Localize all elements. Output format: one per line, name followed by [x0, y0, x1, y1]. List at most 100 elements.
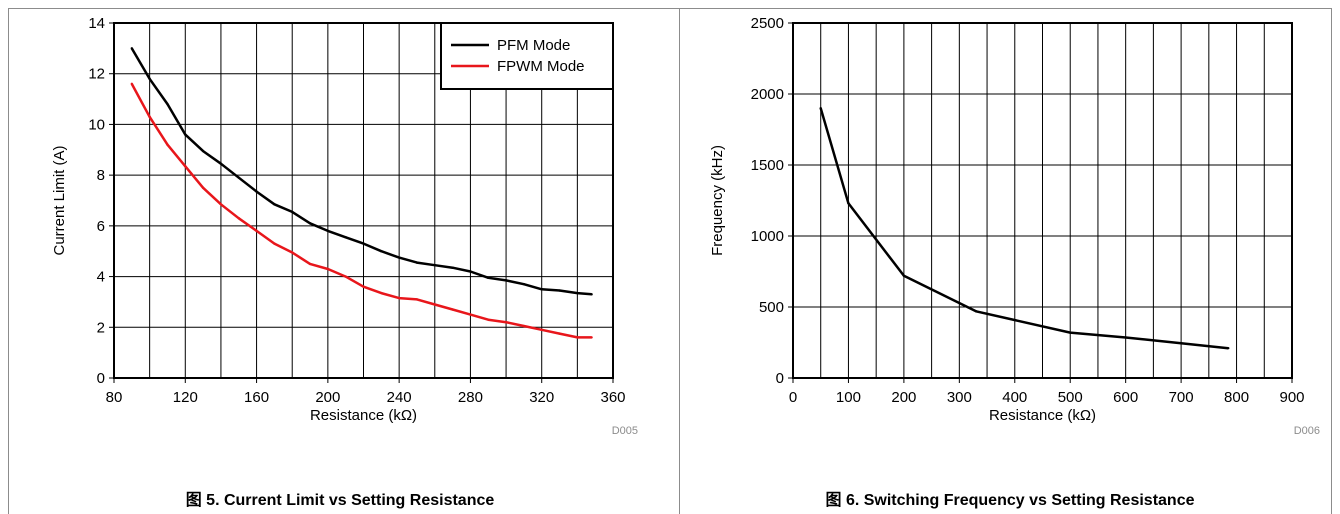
y-tick-label: 500	[759, 299, 784, 316]
x-tick-label: 400	[1002, 389, 1027, 406]
data-point	[291, 210, 294, 214]
data-point	[415, 298, 419, 301]
panel-left-top-border	[8, 8, 679, 9]
current-limit-chart: 80 120 160 200 240 280 320 360 0 2 4 6 8 10 12 14 Resist…	[51, 15, 638, 437]
data-point	[558, 289, 561, 292]
data-point	[344, 275, 347, 278]
x-tick-label: 320	[529, 389, 554, 406]
legend-box	[440, 22, 614, 90]
data-point	[451, 308, 454, 311]
data-point	[902, 274, 906, 277]
data-point	[1069, 331, 1072, 334]
plot-frame	[113, 22, 614, 379]
data-point	[255, 190, 258, 193]
data-point	[590, 336, 593, 339]
data-point	[255, 229, 258, 233]
data-point	[130, 47, 134, 50]
x-tick-label: 800	[1224, 389, 1249, 406]
chart-panel-switching-frequency: 0 100 200 300 400 500 600 700 800 900 0 500 1000 1500…	[680, 0, 1340, 514]
x-tick-label: 280	[458, 389, 483, 406]
data-point	[291, 251, 294, 254]
data-point	[326, 267, 330, 271]
data-point	[487, 318, 490, 321]
figure-caption-5: 图 5. Current Limit vs Setting Resistance	[185, 492, 495, 509]
data-point	[219, 203, 223, 206]
data-point	[590, 293, 593, 296]
data-point	[415, 261, 419, 264]
data-point	[326, 229, 330, 233]
data-point	[433, 303, 436, 306]
y-tick-label: 14	[88, 15, 105, 32]
y-tick-label: 2500	[751, 15, 784, 32]
data-point	[469, 270, 472, 273]
x-tick-label: 160	[244, 389, 269, 406]
data-point	[451, 266, 454, 269]
data-point	[148, 115, 151, 119]
y-tick-label: 6	[97, 218, 105, 235]
x-tick-label: 240	[387, 389, 412, 406]
x-tick-label: 200	[891, 389, 916, 406]
data-point	[362, 242, 365, 245]
x-tick-label: 200	[315, 389, 340, 406]
chart-panel-current-limit: 80 120 160 200 240 280 320 360 0 2 4 6 8 10 12 14 Resist…	[8, 8, 679, 514]
data-point	[273, 203, 276, 206]
figure-code: D006	[1294, 425, 1320, 437]
data-point	[130, 82, 134, 86]
switching-frequency-chart: 0 100 200 300 400 500 600 700 800 900 0 500 1000 1500…	[709, 15, 1320, 437]
x-axis-label: Resistance (kΩ)	[310, 407, 417, 424]
x-tick-label: 120	[173, 389, 198, 406]
y-tick-label: 0	[776, 370, 784, 387]
figure-code: D005	[612, 425, 638, 437]
data-point	[362, 285, 365, 288]
data-point	[522, 324, 526, 328]
data-point	[576, 336, 579, 339]
figure-caption-6: 图 6. Switching Frequency vs Setting Resi…	[825, 492, 1195, 509]
data-point	[148, 77, 151, 80]
data-point	[273, 242, 276, 245]
plot-frame	[792, 22, 1293, 379]
data-point	[504, 321, 508, 324]
data-point	[540, 288, 543, 291]
data-point	[237, 176, 240, 179]
x-tick-label: 100	[836, 389, 861, 406]
panel-divider	[679, 8, 680, 514]
y-tick-label: 4	[97, 269, 105, 286]
legend-label: FPWM Mode	[497, 58, 585, 75]
data-point	[344, 236, 347, 239]
data-point	[237, 217, 240, 220]
panel-right-top-border	[680, 8, 1332, 9]
y-tick-label: 10	[88, 116, 105, 133]
data-point	[558, 332, 561, 335]
data-point	[847, 202, 850, 205]
x-tick-label: 700	[1169, 389, 1194, 406]
data-point	[166, 143, 169, 146]
x-tick-label: 0	[789, 389, 797, 406]
data-point	[308, 262, 312, 266]
data-point	[540, 328, 543, 332]
y-axis-label: Frequency (kHz)	[709, 145, 726, 256]
y-tick-label: 2000	[751, 86, 784, 103]
y-tick-label: 8	[97, 167, 105, 184]
legend-label: PFM Mode	[497, 37, 570, 54]
data-point	[380, 250, 383, 253]
data-point	[433, 263, 436, 267]
series-line-fpwm-mode	[130, 83, 592, 339]
data-point	[576, 291, 579, 295]
y-tick-label: 1000	[751, 228, 784, 245]
panel-left-border	[8, 8, 9, 514]
x-tick-label: 500	[1058, 389, 1083, 406]
y-axis-label: Current Limit (A)	[51, 145, 68, 255]
y-tick-label: 2	[97, 319, 105, 336]
x-tick-label: 600	[1113, 389, 1138, 406]
data-point	[308, 222, 312, 225]
panel-right-border	[1331, 8, 1332, 514]
x-axis-label: Resistance (kΩ)	[989, 407, 1096, 424]
x-tick-label: 900	[1279, 389, 1304, 406]
data-point	[166, 102, 169, 106]
data-point	[1227, 346, 1230, 350]
data-point	[487, 276, 490, 280]
series-line-frequency	[819, 107, 1229, 350]
x-tick-label: 360	[600, 389, 625, 406]
y-tick-label: 0	[97, 370, 105, 387]
data-point	[1179, 342, 1183, 345]
